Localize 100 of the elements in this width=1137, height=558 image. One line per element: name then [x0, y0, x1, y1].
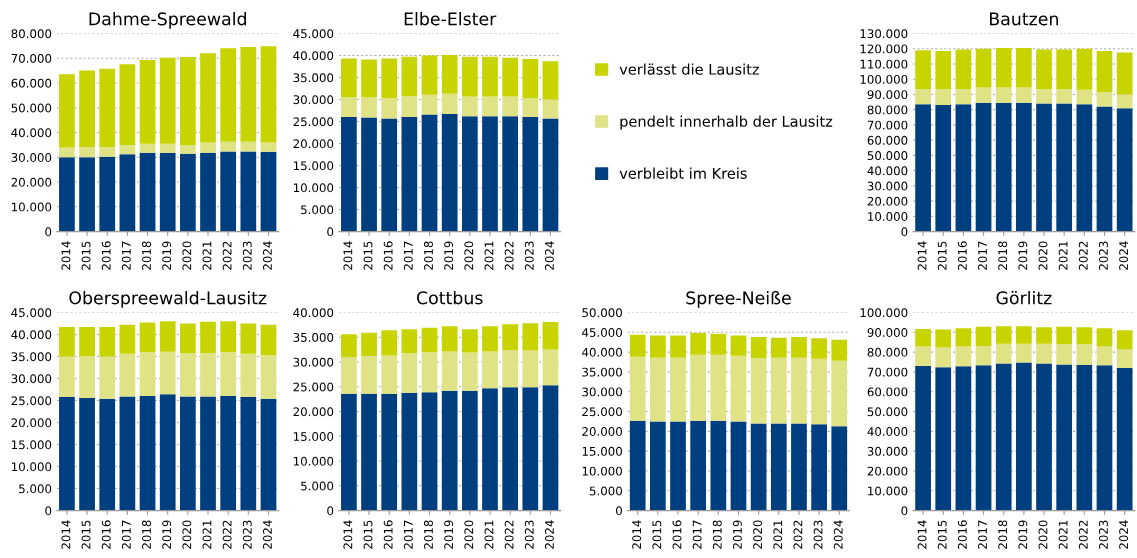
bar	[1056, 326, 1073, 345]
y-tick-label: 20.000	[867, 196, 908, 206]
bar	[200, 152, 216, 232]
bar	[1036, 89, 1052, 104]
bar	[1036, 103, 1052, 232]
bar	[730, 355, 747, 422]
y-tick-label: 30.000	[293, 95, 334, 105]
bar	[975, 48, 992, 88]
bar	[995, 343, 1012, 364]
bar	[180, 153, 196, 232]
bar	[441, 114, 458, 232]
y-tick-label: 35.000	[293, 73, 334, 83]
y-tick-label: 15.000	[11, 440, 52, 450]
bar	[1076, 327, 1093, 345]
y-tick-label: 40.000	[293, 308, 334, 318]
bar	[1096, 365, 1113, 511]
y-tick-label: 15.000	[582, 446, 622, 456]
x-tick-label: 2024	[544, 520, 554, 549]
bar	[341, 393, 357, 511]
y-tick-label: 25.000	[11, 396, 52, 406]
bar	[935, 347, 952, 368]
x-tick-label: 2016	[383, 241, 393, 270]
x-tick-label: 2024	[1119, 241, 1129, 270]
bar	[831, 426, 848, 511]
bar	[119, 324, 136, 354]
bar	[1016, 326, 1032, 344]
bar	[59, 356, 75, 397]
bar	[441, 351, 458, 391]
y-tick-label: 30.000	[867, 446, 908, 456]
y-tick-label: 45.000	[293, 29, 334, 39]
bar	[955, 49, 972, 90]
bar	[260, 46, 277, 143]
chart-title: Oberspreewald-Lausitz	[69, 290, 267, 308]
bar	[690, 420, 707, 511]
bar	[831, 339, 848, 361]
bar	[955, 104, 972, 232]
bar	[381, 355, 398, 394]
x-tick-label: 2023	[1098, 520, 1108, 549]
y-tick-label: 80.000	[867, 105, 908, 115]
bar	[220, 141, 237, 152]
bar	[361, 393, 377, 511]
bar	[955, 328, 972, 347]
bar	[1116, 367, 1133, 511]
x-tick-label: 2024	[1119, 520, 1129, 549]
bar	[1096, 92, 1113, 107]
x-tick-label: 2021	[484, 520, 494, 549]
bar	[361, 59, 377, 98]
bar	[730, 335, 747, 356]
bar	[1056, 364, 1073, 511]
x-tick-label: 2017	[692, 520, 702, 549]
bar	[995, 326, 1012, 344]
bar	[935, 329, 952, 348]
bar	[381, 393, 398, 511]
bar	[381, 98, 398, 119]
bar	[935, 89, 952, 106]
x-tick-label: 2020	[182, 241, 192, 270]
x-tick-label: 2020	[464, 520, 474, 549]
bar	[710, 420, 727, 511]
bar	[915, 328, 931, 347]
bar	[240, 141, 257, 152]
bar	[770, 423, 787, 511]
bar	[915, 104, 931, 232]
x-tick-label: 2024	[544, 241, 554, 270]
bar	[200, 53, 216, 143]
bar	[361, 97, 377, 118]
bar	[482, 56, 498, 97]
bar	[995, 363, 1012, 511]
bar	[99, 68, 116, 147]
bar	[139, 143, 156, 153]
bar	[240, 397, 257, 511]
chart-title: Spree-Neiße	[686, 290, 791, 308]
x-tick-label: 2017	[978, 520, 987, 549]
bar	[522, 387, 539, 511]
bar	[502, 350, 519, 388]
bar	[159, 143, 176, 153]
bar	[690, 354, 707, 421]
bar	[522, 117, 539, 232]
bar	[220, 352, 237, 397]
y-tick-label: 10.000	[11, 202, 52, 212]
bar	[119, 64, 136, 145]
bar	[935, 367, 952, 511]
bar	[995, 87, 1012, 103]
bar	[119, 396, 136, 511]
bar	[482, 96, 498, 117]
bar	[59, 157, 75, 232]
bar	[441, 55, 458, 94]
y-tick-label: 50.000	[11, 103, 52, 113]
y-tick-label: 50.000	[867, 151, 908, 161]
bar	[421, 352, 438, 393]
bar	[482, 388, 498, 511]
x-tick-label: 2017	[403, 520, 413, 549]
x-tick-label: 2016	[383, 520, 393, 549]
bar	[361, 356, 377, 394]
y-tick-label: 130.000	[860, 29, 908, 39]
bar	[200, 396, 216, 511]
bar	[79, 356, 95, 398]
bar	[1096, 328, 1113, 347]
y-tick-label: 25.000	[582, 407, 622, 417]
bar	[482, 351, 498, 389]
bar	[1076, 48, 1093, 90]
